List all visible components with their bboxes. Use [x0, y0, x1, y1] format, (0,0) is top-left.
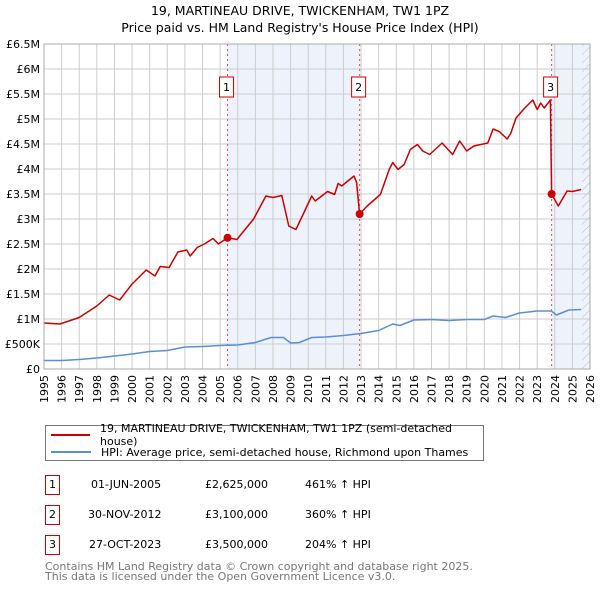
legend-label: 19, MARTINEAU DRIVE, TWICKENHAM, TW1 1PZ…: [100, 422, 452, 448]
chart-title: 19, MARTINEAU DRIVE, TWICKENHAM, TW1 1PZ: [150, 3, 450, 18]
x-tick-label: 2003: [179, 375, 192, 403]
y-tick-label: £5M: [17, 113, 41, 126]
sale-date: 30-NOV-2012: [88, 508, 162, 521]
sale-number: 3: [45, 535, 60, 555]
x-tick-label: 2000: [126, 375, 139, 403]
x-tick-label: 2024: [549, 375, 562, 403]
x-tick-label: 2020: [478, 375, 491, 403]
x-tick-label: 2011: [320, 375, 333, 403]
x-tick-label: 2013: [355, 375, 368, 403]
sale-price: £2,625,000: [205, 478, 268, 491]
x-tick-label: 1997: [73, 375, 86, 403]
sale-label-number: 1: [223, 81, 230, 94]
x-tick-label: 1996: [56, 375, 69, 403]
y-tick-label: £4.5M: [6, 138, 40, 151]
x-tick-label: 2010: [302, 375, 315, 403]
sale-price: £3,100,000: [205, 508, 268, 521]
footer-licence: This data is licensed under the Open Gov…: [45, 570, 396, 583]
y-tick-label: £1M: [17, 313, 41, 326]
x-tick-label: 2017: [425, 375, 438, 403]
x-tick-label: 2005: [214, 375, 227, 403]
projection-hatch: [582, 44, 590, 369]
x-tick-label: 1998: [91, 375, 104, 403]
y-tick-label: £500K: [5, 338, 41, 351]
x-tick-label: 2001: [144, 375, 157, 403]
x-tick-label: 2007: [249, 375, 262, 403]
legend-swatch-red: [51, 434, 90, 436]
table-row: 1 01-JUN-2005 £2,625,000 461% ↑ HPI: [45, 475, 445, 495]
y-tick-label: £6M: [17, 63, 41, 76]
y-tick-label: £1.5M: [6, 288, 40, 301]
x-tick-label: 2019: [461, 375, 474, 403]
sale-point: [355, 210, 364, 218]
x-tick-label: 2026: [584, 375, 597, 403]
y-tick-label: £3.5M: [6, 188, 40, 201]
y-tick-label: £2M: [17, 263, 41, 276]
legend-swatch-blue: [51, 451, 91, 453]
x-tick-label: 2008: [267, 375, 280, 403]
sale-label-box: [351, 76, 367, 98]
sale-date: 01-JUN-2005: [91, 478, 162, 491]
sale-date: 27-OCT-2023: [89, 538, 162, 551]
legend-item-hpi: HPI: Average price, semi-detached house,…: [51, 444, 468, 460]
x-tick-label: 2021: [496, 375, 509, 403]
chart-area: 1 2 3 1995 1996 1997 1998 1999 2000 2001 2002 2003 2…: [5, 38, 597, 403]
table-row: 3 27-OCT-2023 £3,500,000 204% ↑ HPI: [45, 535, 445, 555]
sale-label-number: 2: [355, 81, 362, 94]
plot-frame: [43, 43, 591, 370]
y-tick-label: £0: [26, 363, 40, 376]
table-row: 2 30-NOV-2012 £3,100,000 360% ↑ HPI: [45, 505, 445, 525]
legend: 19, MARTINEAU DRIVE, TWICKENHAM, TW1 1PZ…: [45, 422, 484, 461]
sale-point: [547, 190, 556, 198]
sale-hpi-change: 360% ↑ HPI: [305, 508, 371, 521]
shaded-period: [227, 44, 360, 369]
y-tick-label: £6.5M: [6, 38, 40, 51]
x-tick-label: 1999: [108, 375, 121, 403]
x-tick-label: 1995: [38, 375, 51, 403]
sale-point: [223, 233, 232, 242]
x-tick-label: 2009: [285, 375, 298, 403]
sale-hpi-change: 461% ↑ HPI: [305, 478, 371, 491]
y-tick-label: £4M: [17, 163, 41, 176]
sale-number: 2: [45, 505, 60, 525]
legend-item-property: 19, MARTINEAU DRIVE, TWICKENHAM, TW1 1PZ…: [51, 422, 483, 448]
x-tick-label: 2002: [161, 375, 174, 403]
sale-label-box: [543, 76, 559, 98]
x-tick-label: 2015: [390, 375, 403, 403]
y-tick-label: £2.5M: [6, 238, 40, 251]
property-price-line: [43, 99, 582, 325]
sale-hpi-change: 204% ↑ HPI: [305, 538, 371, 551]
hpi-line: [44, 308, 582, 362]
x-tick-label: 2025: [566, 375, 579, 403]
sale-number: 1: [45, 475, 60, 495]
legend-label: HPI: Average price, semi-detached house,…: [101, 445, 469, 459]
sale-label-box: [219, 76, 235, 98]
x-tick-label: 2016: [408, 375, 421, 403]
x-tick-label: 2006: [232, 375, 245, 403]
chart-subtitle: Price paid vs. HM Land Registry's House …: [121, 20, 479, 35]
x-tick-label: 2022: [514, 375, 527, 403]
x-tick-label: 2012: [337, 375, 350, 403]
x-tick-label: 2004: [197, 375, 210, 403]
x-tick-label: 2014: [373, 375, 386, 403]
y-tick-label: £5.5M: [6, 88, 40, 101]
y-tick-label: £3M: [17, 213, 41, 226]
x-tick-label: 2023: [531, 375, 544, 403]
footer-copyright: Contains HM Land Registry data © Crown c…: [45, 560, 473, 573]
sale-label-number: 3: [547, 81, 554, 94]
sale-price: £3,500,000: [205, 538, 268, 551]
x-tick-label: 2018: [443, 375, 456, 403]
